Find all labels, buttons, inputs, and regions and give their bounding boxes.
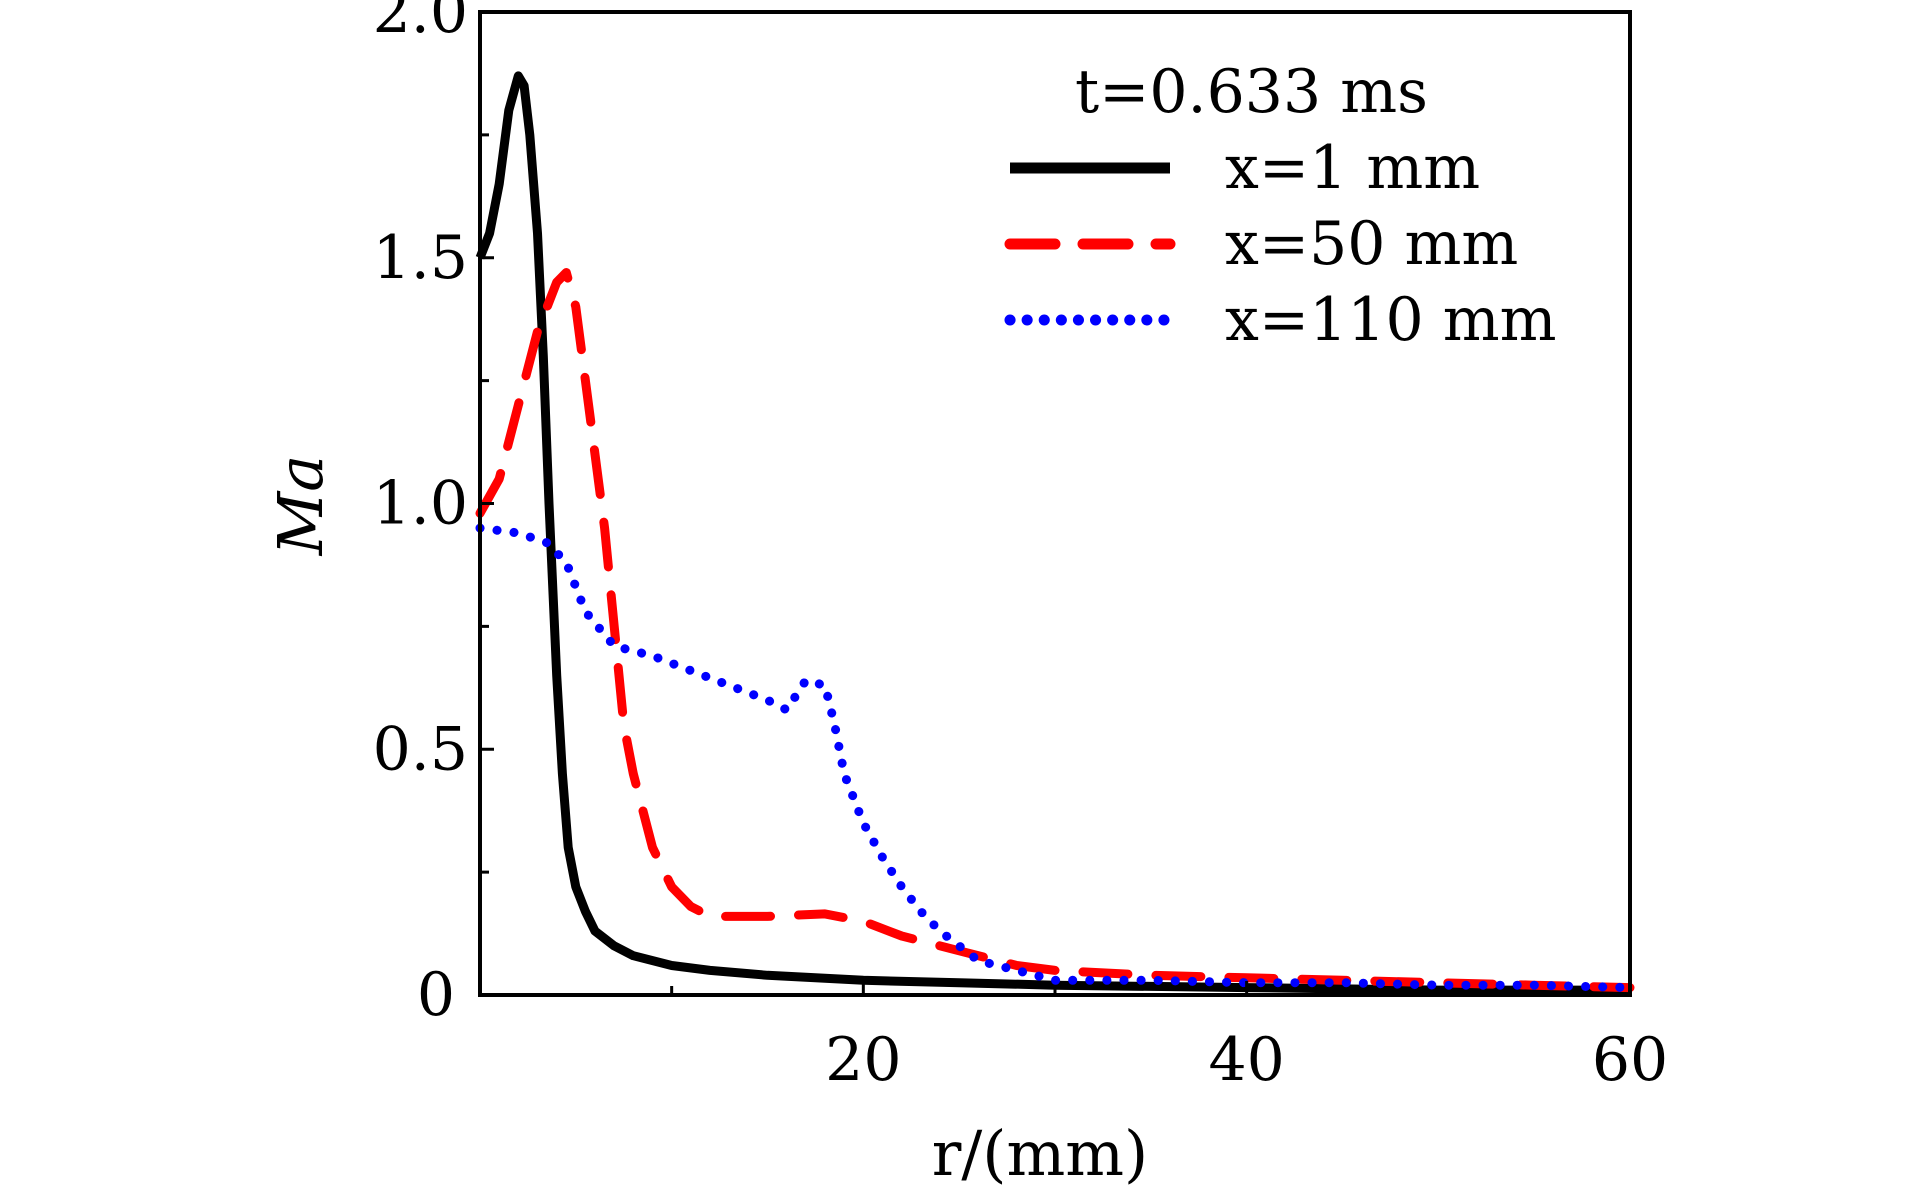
y-tick-label: 1.0 <box>373 469 468 539</box>
legend: t=0.633 ms x=1 mmx=50 mmx=110 mm <box>1004 57 1557 355</box>
x-tick-label: 20 <box>825 1025 901 1095</box>
series-line-2 <box>475 268 1635 993</box>
y-axis-title: Ma <box>264 455 337 556</box>
plot-area: 20 40 60 0 0.5 1.0 1.5 2.0 <box>373 0 1669 1095</box>
x-tick-label: 60 <box>1592 1025 1668 1095</box>
y-tick-label: 2.0 <box>373 0 468 47</box>
series-line-3 <box>475 523 1635 993</box>
y-tick-label: 0 <box>417 960 455 1030</box>
legend-entries: x=1 mmx=50 mmx=110 mm <box>1004 133 1557 355</box>
legend-label-2: x=50 mm <box>1225 209 1518 279</box>
y-tick-label: 0.5 <box>373 714 468 784</box>
legend-label-3: x=110 mm <box>1225 285 1557 355</box>
legend-label-1: x=1 mm <box>1225 133 1480 203</box>
y-tick-label: 1.5 <box>373 223 468 293</box>
series-layer <box>475 71 1635 995</box>
x-axis-title: r/(mm) <box>932 1117 1149 1190</box>
legend-annotation: t=0.633 ms <box>1075 57 1428 127</box>
x-tick-label: 40 <box>1208 1025 1284 1095</box>
series-line-1 <box>475 71 1630 995</box>
tick-layer: 20 40 60 0 0.5 1.0 1.5 2.0 <box>373 0 1669 1095</box>
